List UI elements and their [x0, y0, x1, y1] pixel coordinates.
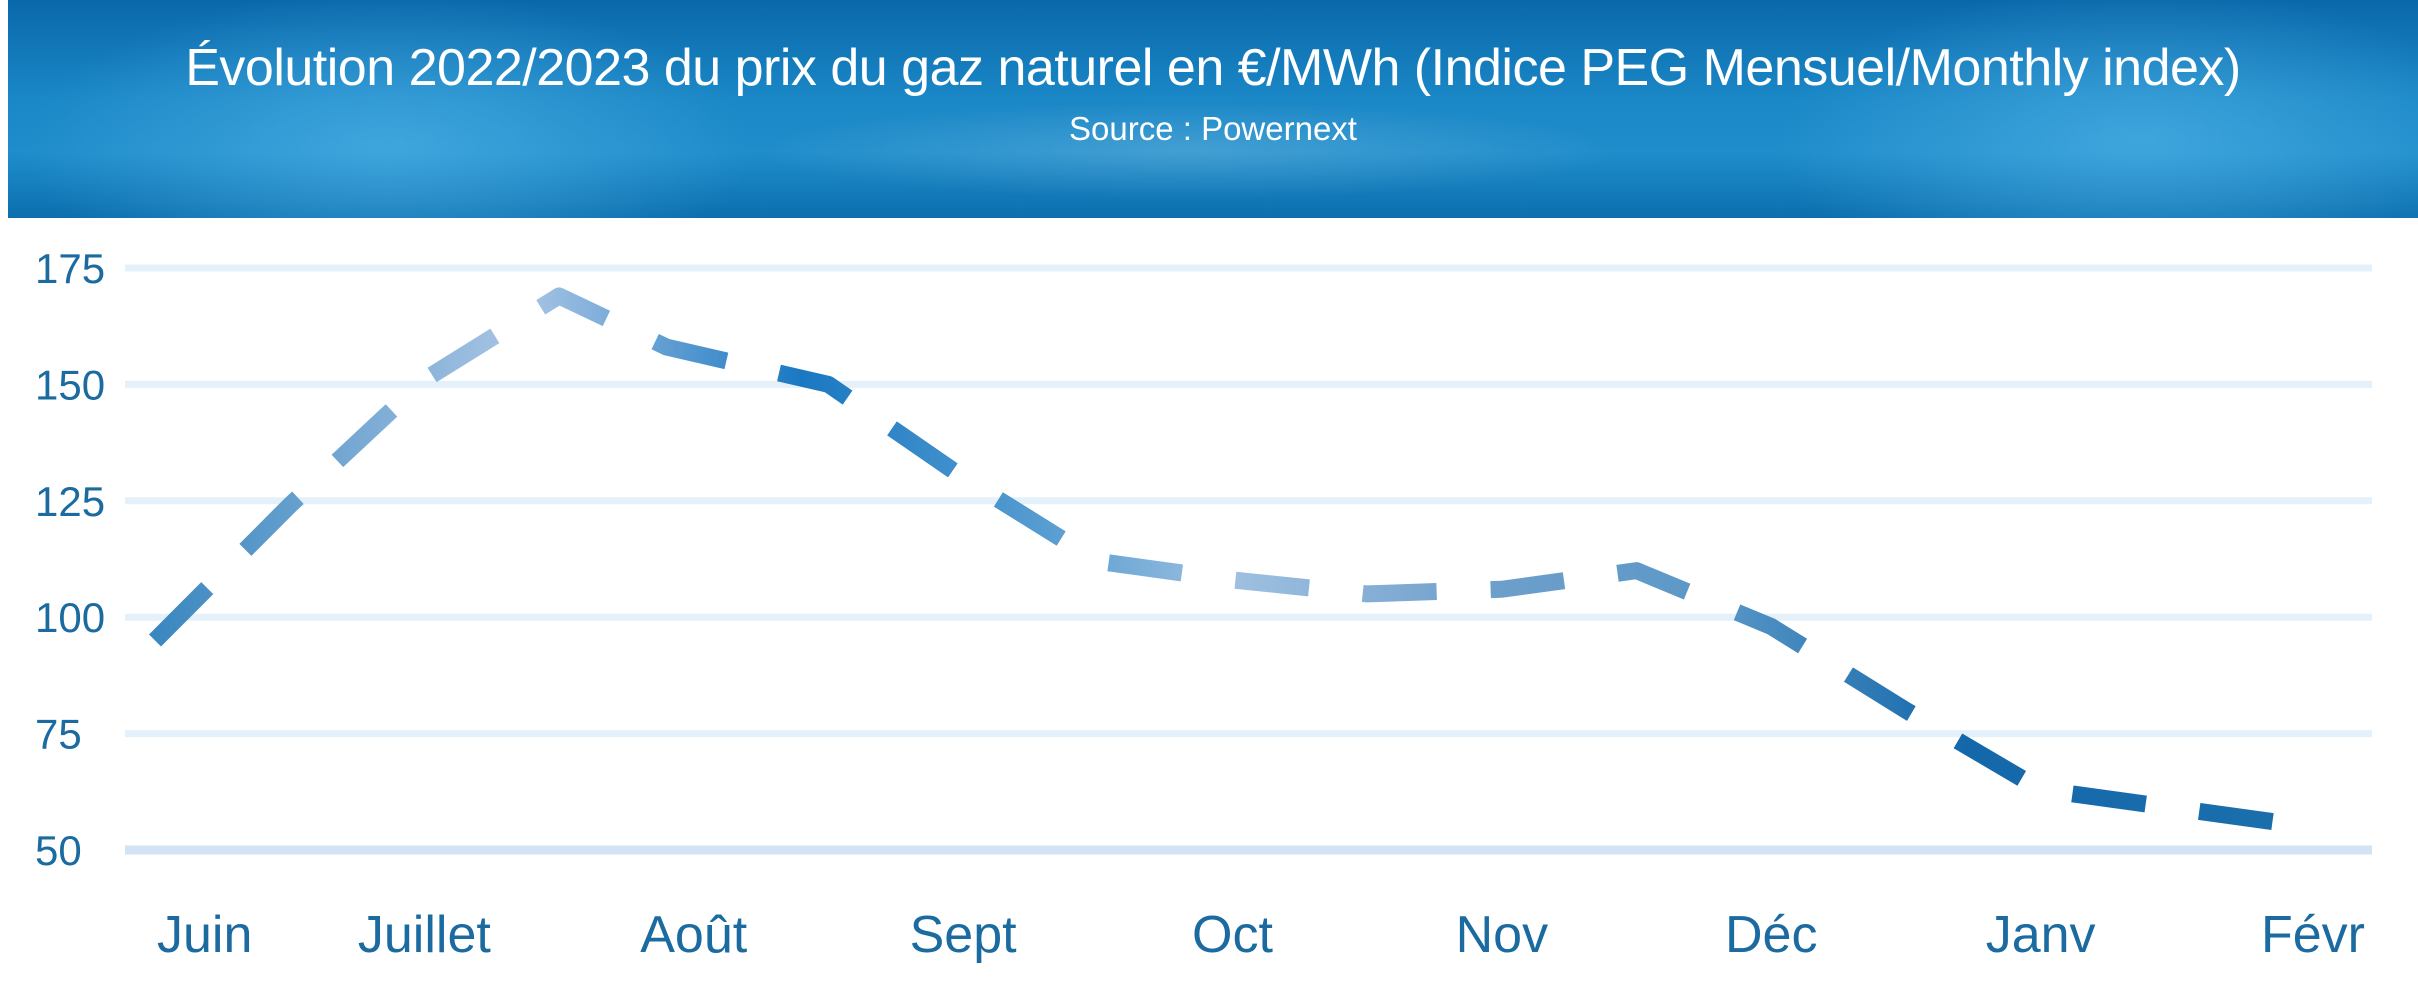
data-point [2038, 786, 2044, 792]
data-point [2307, 824, 2313, 830]
y-tick-label: 100 [35, 594, 105, 641]
y-tick-label: 175 [35, 245, 105, 292]
y-tick-label: 150 [35, 361, 105, 408]
data-point [825, 381, 831, 387]
data-point [1903, 707, 1909, 713]
chart-subtitle: Source : Powernext [1069, 110, 1357, 147]
series-line [148, 287, 2312, 836]
data-point [960, 475, 966, 481]
x-tick-label: Déc [1725, 906, 1817, 964]
x-tick-label: Juin [157, 906, 252, 964]
y-tick-label: 125 [35, 478, 105, 525]
data-point [1364, 591, 1370, 597]
data-point [2172, 805, 2178, 811]
x-tick-label: Nov [1456, 906, 1548, 964]
data-point [1095, 558, 1101, 564]
data-point [1230, 577, 1236, 583]
x-tick-label: Oct [1192, 906, 1273, 964]
x-tick-label: Févr [2261, 906, 2365, 964]
data-point [1499, 586, 1505, 592]
data-point [421, 377, 427, 383]
data-point [287, 502, 293, 508]
data-point [152, 637, 158, 643]
x-tick-label: Sept [910, 906, 1018, 964]
y-tick-label: 50 [35, 827, 82, 874]
data-point [664, 344, 670, 350]
data-point [1768, 624, 1774, 630]
x-tick-label: Août [640, 906, 748, 964]
y-tick-label: 75 [35, 711, 82, 758]
data-point [1634, 568, 1640, 574]
chart-header: Évolution 2022/2023 du prix du gaz natur… [8, 0, 2418, 218]
data-point [556, 293, 562, 299]
x-tick-label: Janv [1986, 906, 2096, 964]
chart-title: Évolution 2022/2023 du prix du gaz natur… [185, 39, 2241, 97]
x-tick-label: Juillet [358, 906, 491, 964]
